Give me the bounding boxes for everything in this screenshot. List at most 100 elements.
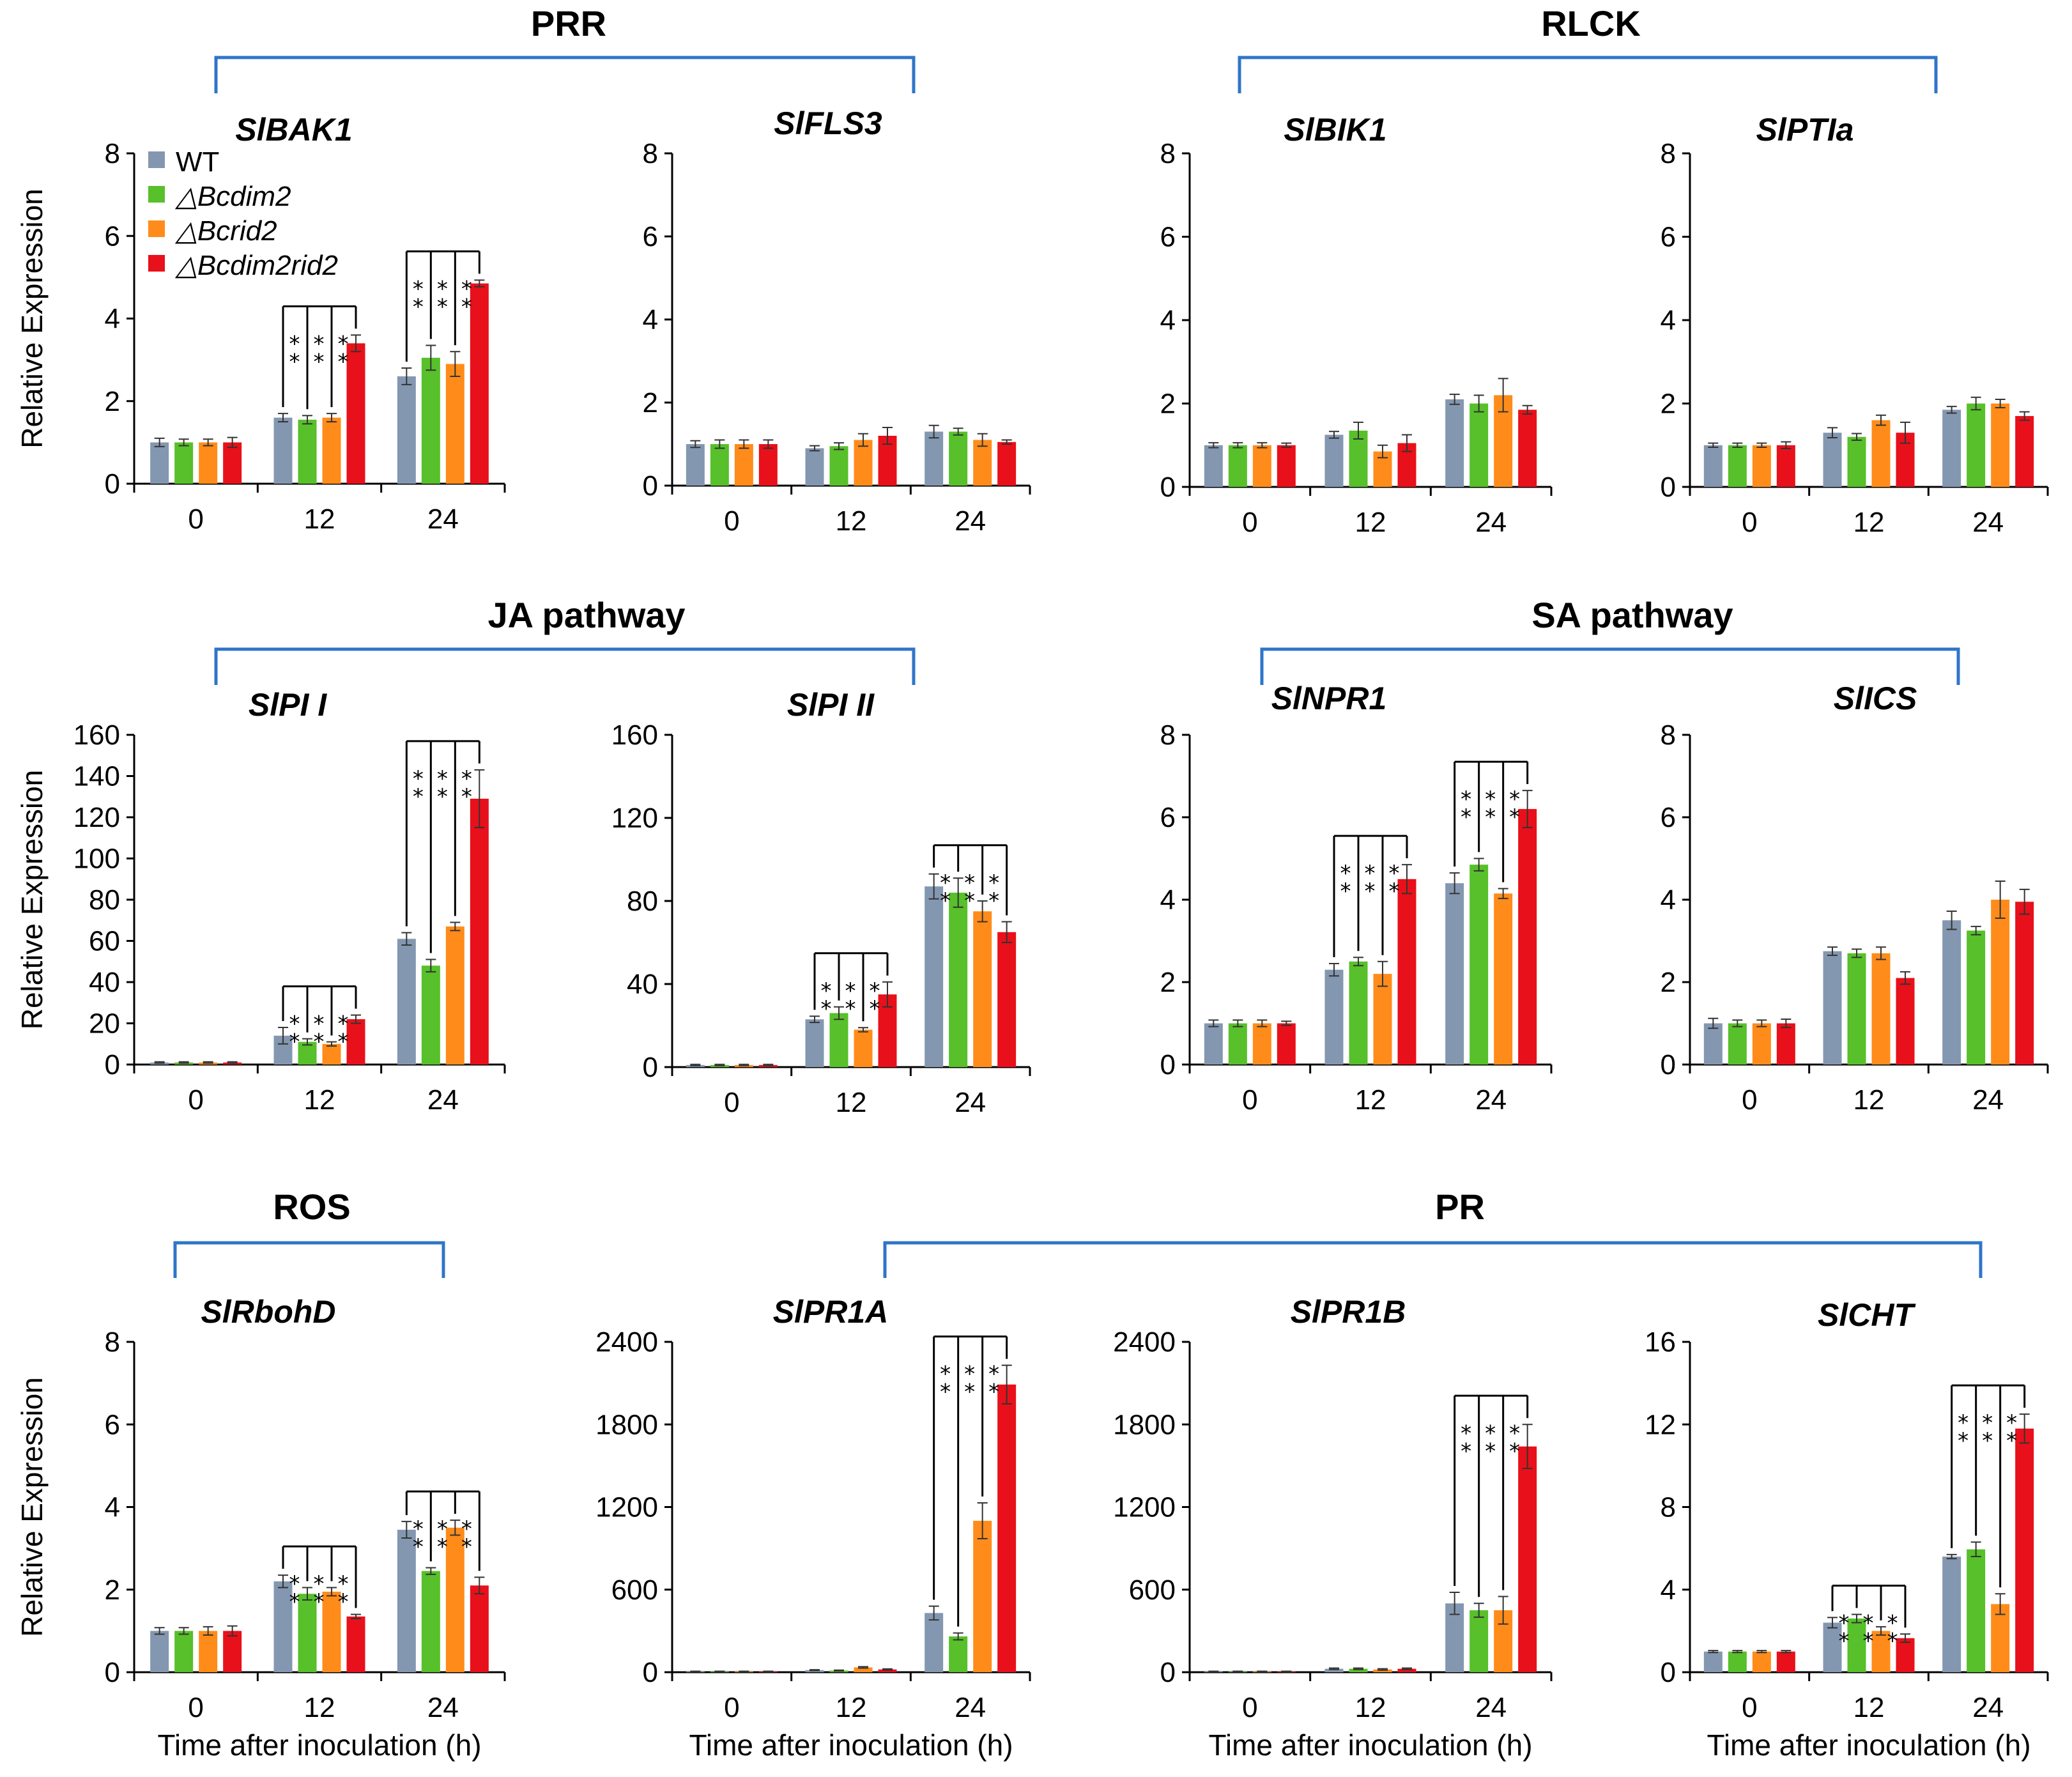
significance-star: * — [413, 276, 424, 302]
significance-star: * — [1982, 1428, 1993, 1454]
x-tick-label: 24 — [1475, 1692, 1507, 1723]
y-tick-label: 2 — [1661, 967, 1676, 998]
bar-wt-0 — [150, 1631, 169, 1672]
x-tick-label: 0 — [724, 1692, 739, 1723]
bar--bcdim2rid2-24 — [470, 798, 489, 1065]
group-label-rlck: RLCK — [1541, 3, 1641, 43]
bar-wt-0 — [686, 444, 705, 486]
significance-star: * — [314, 1029, 325, 1055]
y-tick-label: 120 — [611, 803, 658, 834]
bar--bcrid2-24 — [1494, 893, 1513, 1065]
bar--bcrid2-24 — [973, 1521, 992, 1672]
bar--bcdim2rid2-12 — [346, 1616, 365, 1672]
significance-star: * — [338, 1571, 349, 1597]
y-tick-label: 8 — [1160, 138, 1176, 169]
bar-wt-12 — [273, 417, 293, 484]
significance-star: * — [1509, 1420, 1520, 1446]
x-tick-label: 12 — [304, 504, 335, 535]
significance-star: * — [1485, 804, 1496, 830]
legend-swatch-bcrid2 — [148, 220, 165, 237]
significance-star: * — [845, 996, 856, 1022]
y-tick-label: 0 — [105, 1657, 120, 1688]
bar--bcrid2-0 — [1252, 445, 1271, 487]
y-tick-label: 0 — [643, 470, 658, 502]
bar--bcrid2-12 — [1871, 953, 1891, 1065]
chart-title: SlRbohD — [201, 1294, 335, 1330]
significance-star: * — [413, 294, 424, 319]
y-tick-label: 4 — [643, 304, 658, 335]
bar--bcdim2-0 — [710, 444, 729, 486]
significance-star: * — [314, 331, 325, 357]
significance-star: * — [988, 888, 999, 914]
bar--bcdim2rid2-24 — [1518, 410, 1537, 487]
bar--bcdim2rid2-24 — [470, 283, 489, 484]
y-tick-label: 6 — [105, 220, 120, 252]
y-tick-label: 6 — [1661, 802, 1676, 833]
chart-title: SlPI II — [787, 687, 875, 723]
bar--bcdim2-24 — [1470, 403, 1489, 487]
x-tick-label: 24 — [427, 1084, 459, 1116]
bar-wt-24 — [397, 1530, 416, 1672]
y-axis-label: Relative Expression — [15, 188, 49, 449]
chart-title: SlCHT — [1818, 1297, 1916, 1333]
bar-wt-0 — [1703, 445, 1723, 487]
y-tick-label: 0 — [1160, 472, 1176, 503]
significance-star: * — [314, 1571, 325, 1597]
bar--bcrid2-0 — [199, 442, 218, 484]
significance-star: * — [1887, 1611, 1898, 1636]
significance-star: * — [338, 1589, 349, 1615]
bar--bcdim2-0 — [1228, 445, 1247, 487]
significance-star: * — [437, 276, 448, 302]
bar--bcrid2-12 — [854, 1029, 873, 1067]
bar--bcdim2-12 — [1847, 1618, 1866, 1672]
y-tick-label: 160 — [73, 719, 120, 751]
bar--bcdim2-12 — [298, 1042, 317, 1065]
y-tick-label: 2400 — [595, 1327, 658, 1358]
group-label-ros: ROS — [273, 1187, 350, 1227]
significance-star: * — [1461, 1438, 1471, 1464]
bar-wt-24 — [1445, 399, 1464, 487]
y-tick-label: 1800 — [1113, 1409, 1176, 1440]
x-tick-label: 24 — [955, 505, 986, 537]
significance-star: * — [2006, 1410, 2017, 1436]
significance-star: * — [1340, 861, 1351, 886]
significance-star: * — [964, 888, 975, 914]
significance-star: * — [413, 1534, 424, 1560]
bar-wt-12 — [805, 1019, 824, 1067]
bar-wt-24 — [1445, 883, 1464, 1065]
significance-star: * — [1958, 1428, 1968, 1454]
bar-wt-12 — [1324, 1668, 1344, 1672]
bar--bcdim2-24 — [421, 357, 440, 484]
significance-star: * — [940, 1362, 951, 1387]
y-tick-label: 0 — [643, 1052, 658, 1083]
y-tick-label: 0 — [1160, 1049, 1176, 1081]
significance-star: * — [289, 331, 300, 357]
significance-star: * — [461, 276, 472, 302]
bar--bcrid2-12 — [322, 1591, 341, 1672]
bar--bcdim2-0 — [174, 442, 194, 484]
y-tick-label: 4 — [105, 304, 120, 335]
bar--bcdim2-12 — [1349, 430, 1368, 487]
x-tick-label: 0 — [1242, 507, 1257, 538]
bar--bcrid2-0 — [1252, 1023, 1271, 1065]
significance-star: * — [1958, 1410, 1968, 1436]
bar--bcdim2-12 — [829, 446, 848, 486]
x-tick-label: 24 — [427, 1692, 459, 1723]
group-label-ja: JA pathway — [487, 595, 685, 635]
bar--bcdim2rid2-12 — [1397, 1668, 1416, 1672]
bar--bcrid2-24 — [445, 1527, 464, 1672]
legend-label-wt: WT — [176, 146, 219, 178]
bar--bcdim2rid2-0 — [223, 442, 242, 484]
significance-star: * — [988, 1362, 999, 1387]
chart-title: SlPR1A — [773, 1294, 889, 1330]
significance-star: * — [289, 1571, 300, 1597]
significance-star: * — [1839, 1629, 1850, 1654]
bar-wt-0 — [150, 442, 169, 484]
bar--bcdim2rid2-24 — [2015, 416, 2034, 487]
significance-star: * — [289, 349, 300, 374]
bar--bcdim2-24 — [949, 431, 968, 486]
bar--bcdim2rid2-12 — [878, 1669, 897, 1672]
